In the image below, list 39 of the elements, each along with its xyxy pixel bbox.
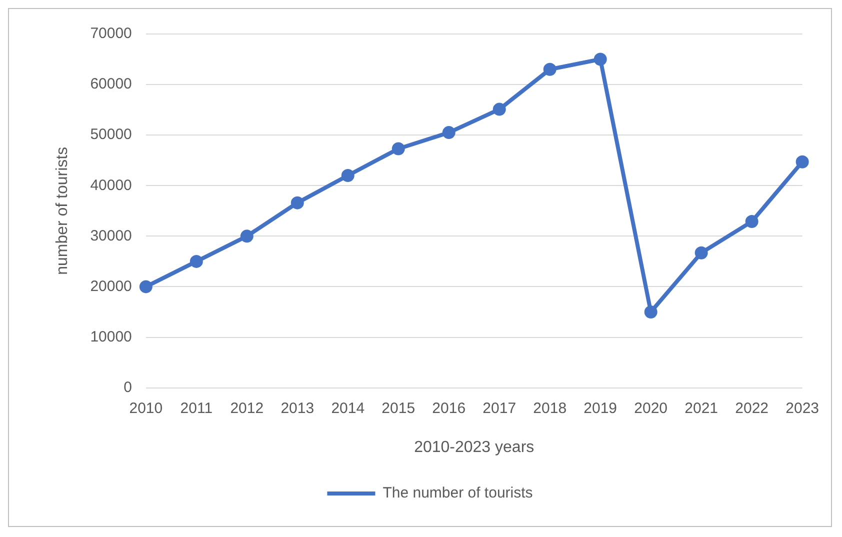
x-tick-label: 2012 (230, 400, 264, 417)
x-tick-label: 2011 (180, 400, 213, 417)
point (543, 62, 556, 76)
x-tick-label: 2016 (432, 400, 466, 417)
y-tick-label: 30000 (90, 227, 132, 244)
x-tick-label: 2021 (684, 400, 718, 417)
y-tick-label: 10000 (90, 328, 132, 346)
x-tick-label: 2019 (584, 400, 618, 417)
legend-label: The number of tourists (382, 484, 533, 502)
y-tick-label: 70000 (90, 25, 132, 42)
x-axis-title: 2010-2023 years (414, 438, 534, 456)
x-tick-label: 2017 (482, 400, 516, 417)
point (240, 230, 254, 243)
point (594, 52, 607, 66)
point (492, 102, 506, 116)
x-tick-label: 2014 (331, 400, 365, 417)
point (139, 280, 152, 294)
x-tick-label: 2015 (382, 400, 416, 417)
point (341, 169, 354, 182)
point (694, 246, 708, 260)
y-tick-label: 60000 (90, 76, 132, 93)
point (442, 126, 456, 140)
point (290, 196, 304, 210)
point (796, 155, 809, 168)
x-tick-label: 2022 (735, 400, 769, 417)
point (392, 142, 405, 156)
y-tick-label: 20000 (90, 278, 132, 295)
y-axis-title: number of tourists (54, 146, 72, 275)
x-tick-label: 2018 (533, 400, 567, 417)
point (190, 254, 203, 268)
x-tick-label: 2013 (280, 400, 314, 417)
x-tick-label: 2023 (786, 400, 820, 417)
point (644, 305, 658, 318)
point (745, 215, 758, 228)
y-tick-label: 50000 (90, 126, 132, 144)
y-tick-label: 0 (124, 378, 132, 396)
x-tick-label: 2010 (129, 400, 163, 417)
x-tick-label: 2020 (634, 400, 668, 417)
y-tick-label: 40000 (90, 176, 132, 194)
